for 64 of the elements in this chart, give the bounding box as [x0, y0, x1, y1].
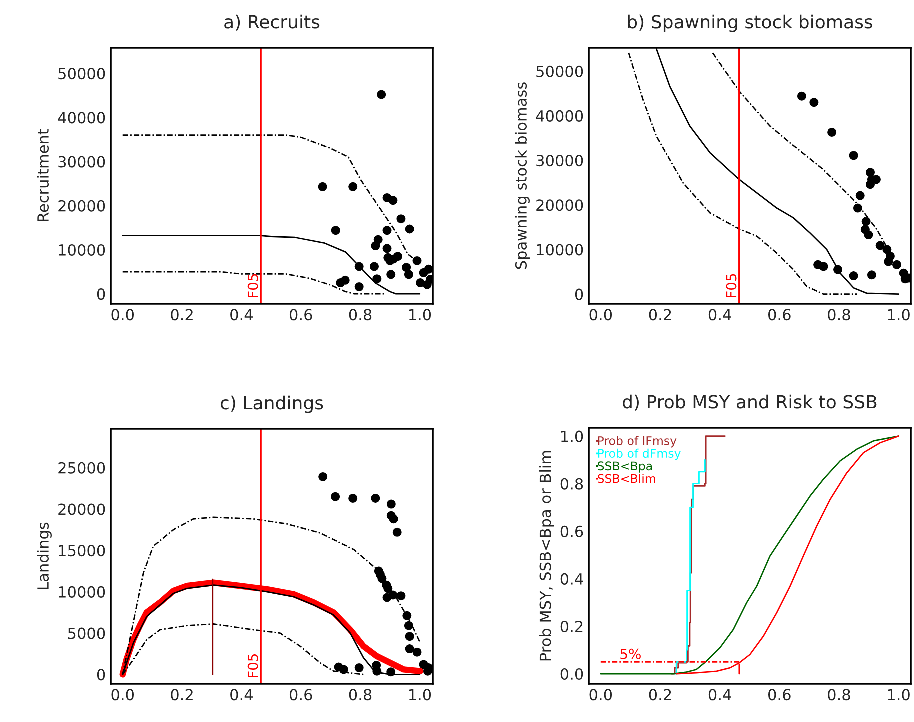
y-axis-title: Spawning stock biomass [515, 82, 530, 270]
chart-title: c) Landings [220, 396, 324, 414]
x-tick-label: 0.6 [290, 689, 312, 701]
legend-label: SSB<Bpa [598, 462, 652, 473]
x-tick-label: 0.0 [590, 689, 612, 701]
x-tick-label: 0.0 [112, 309, 134, 321]
y-tick-label: 0 [97, 288, 106, 300]
y-tick-label: 0.2 [560, 620, 583, 632]
legend-label: Prob of lFmsy [598, 436, 677, 448]
x-tick-label: 0.8 [349, 309, 372, 321]
y-tick-label: 25000 [58, 462, 106, 474]
y-tick-label: 20000 [536, 200, 584, 212]
y-tick-label: 0.0 [560, 668, 584, 680]
x-tick-label: 0.2 [171, 309, 193, 321]
y-tick-label: 50000 [536, 66, 584, 78]
chart-title: b) Spawning stock biomass [628, 14, 872, 32]
y-tick-label: 10000 [59, 244, 106, 256]
x-tick-label: 0.6 [290, 309, 312, 321]
x-tick-label: 0.0 [112, 689, 134, 701]
x-tick-label: 1.0 [888, 689, 910, 701]
y-tick-label: 40000 [58, 112, 106, 124]
y-tick-label: 0.4 [560, 573, 584, 585]
y-tick-label: 10000 [59, 586, 106, 598]
y-tick-label: 15000 [59, 545, 106, 557]
chart-title: a) Recruits [224, 14, 320, 31]
x-tick-label: 0.0 [590, 309, 612, 321]
y-tick-label: 0 [575, 288, 584, 300]
y-tick-label: 0 [97, 669, 106, 681]
x-tick-label: 0.6 [768, 689, 791, 701]
y-tick-label: 40000 [536, 110, 584, 122]
ref-line-label: F05 [248, 654, 258, 678]
x-tick-label: 0.8 [349, 689, 372, 701]
x-tick-label: 0.2 [171, 689, 193, 701]
x-tick-label: 0.4 [230, 689, 253, 701]
y-tick-label: 10000 [537, 244, 584, 256]
legend-label: Prob of dFmsy [598, 448, 681, 460]
x-tick-label: 1.0 [409, 689, 432, 701]
y-axis-title: Prob MSY, SSB<Bpa or Blim [540, 451, 554, 661]
y-tick-label: 0.6 [560, 526, 584, 538]
x-tick-label: 0.4 [708, 309, 732, 321]
chart-title: d) Prob MSY and Risk to SSB [623, 394, 877, 411]
x-tick-label: 0.2 [649, 689, 672, 701]
x-tick-label: 0.2 [649, 309, 672, 321]
y-axis-title: Recruitment [37, 129, 50, 222]
legend-label: SSB<Blim [598, 474, 656, 484]
y-tick-label: 50000 [58, 68, 106, 80]
x-tick-label: 0.4 [708, 689, 732, 701]
x-tick-label: 1.0 [409, 309, 432, 321]
x-tick-label: 0.6 [768, 309, 791, 321]
x-tick-label: 0.8 [828, 689, 850, 701]
y-tick-label: 5000 [68, 628, 106, 640]
y-axis-title: Landings [37, 522, 52, 590]
ref-line-label: F05 [248, 274, 258, 298]
x-tick-label: 0.4 [230, 309, 253, 321]
y-tick-label: 30000 [536, 155, 584, 167]
x-tick-label: 1.0 [888, 309, 910, 321]
y-tick-label: 30000 [58, 156, 106, 168]
annotation: 5% [620, 648, 641, 660]
y-tick-label: 0.8 [560, 478, 584, 490]
y-tick-label: 20000 [58, 504, 106, 516]
x-tick-label: 0.8 [828, 309, 850, 321]
y-tick-label: 1.0 [562, 430, 584, 442]
ref-line-label: F05 [726, 274, 737, 298]
y-tick-label: 20000 [58, 200, 106, 212]
